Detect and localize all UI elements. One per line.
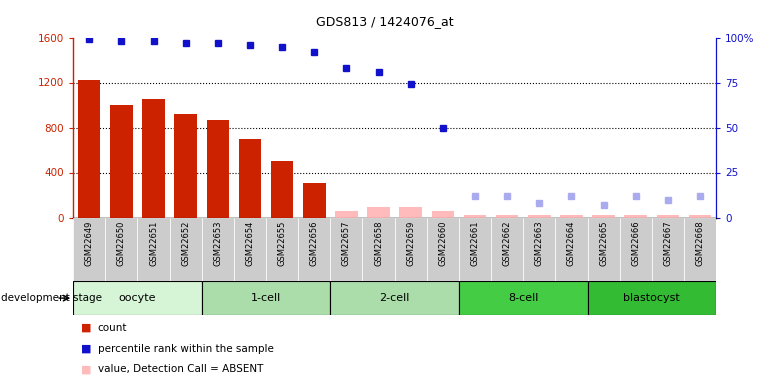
- Text: 2-cell: 2-cell: [380, 293, 410, 303]
- Bar: [330, 217, 363, 281]
- Bar: [110, 105, 132, 218]
- Bar: [202, 281, 330, 315]
- Text: oocyte: oocyte: [119, 293, 156, 303]
- Text: GSM22655: GSM22655: [278, 220, 286, 266]
- Bar: [491, 217, 524, 281]
- Text: 1-cell: 1-cell: [251, 293, 281, 303]
- Text: GSM22658: GSM22658: [374, 220, 383, 266]
- Bar: [73, 281, 202, 315]
- Bar: [524, 217, 555, 281]
- Text: GSM22654: GSM22654: [246, 220, 254, 266]
- Text: ■: ■: [81, 364, 92, 374]
- Bar: [459, 281, 588, 315]
- Text: ■: ■: [81, 323, 92, 333]
- Bar: [394, 217, 427, 281]
- Bar: [271, 161, 293, 218]
- Text: GSM22650: GSM22650: [117, 220, 126, 266]
- Text: development stage: development stage: [1, 293, 102, 303]
- Bar: [624, 215, 647, 217]
- Bar: [202, 217, 234, 281]
- Text: GSM22649: GSM22649: [85, 220, 94, 266]
- Bar: [234, 217, 266, 281]
- Bar: [266, 217, 298, 281]
- Text: GSM22660: GSM22660: [438, 220, 447, 266]
- Bar: [657, 215, 679, 217]
- Text: GSM22651: GSM22651: [149, 220, 158, 266]
- Bar: [588, 217, 620, 281]
- Text: ■: ■: [81, 344, 92, 354]
- Bar: [561, 215, 583, 217]
- Text: blastocyst: blastocyst: [624, 293, 680, 303]
- Bar: [620, 217, 651, 281]
- Bar: [592, 215, 614, 217]
- Text: GSM22653: GSM22653: [213, 220, 223, 266]
- Bar: [367, 207, 390, 218]
- Bar: [427, 217, 459, 281]
- Bar: [651, 217, 684, 281]
- Text: GSM22668: GSM22668: [695, 220, 705, 266]
- Bar: [303, 183, 326, 218]
- Bar: [169, 217, 202, 281]
- Bar: [588, 281, 716, 315]
- Bar: [555, 217, 588, 281]
- Bar: [239, 139, 261, 218]
- Bar: [137, 217, 169, 281]
- Text: value, Detection Call = ABSENT: value, Detection Call = ABSENT: [98, 364, 263, 374]
- Bar: [73, 217, 105, 281]
- Text: GSM22667: GSM22667: [664, 220, 672, 266]
- Text: GSM22656: GSM22656: [310, 220, 319, 266]
- Text: count: count: [98, 323, 127, 333]
- Bar: [400, 207, 422, 218]
- Bar: [689, 215, 711, 217]
- Bar: [78, 80, 100, 218]
- Text: percentile rank within the sample: percentile rank within the sample: [98, 344, 273, 354]
- Text: GSM22664: GSM22664: [567, 220, 576, 266]
- Text: GSM22665: GSM22665: [599, 220, 608, 266]
- Bar: [459, 217, 491, 281]
- Bar: [105, 217, 138, 281]
- Text: GDS813 / 1424076_at: GDS813 / 1424076_at: [316, 15, 454, 28]
- Text: GSM22661: GSM22661: [470, 220, 480, 266]
- Bar: [142, 99, 165, 218]
- Bar: [363, 217, 394, 281]
- Bar: [175, 114, 197, 218]
- Bar: [335, 211, 357, 218]
- Bar: [496, 215, 518, 217]
- Bar: [206, 120, 229, 218]
- Bar: [298, 217, 330, 281]
- Text: GSM22666: GSM22666: [631, 220, 640, 266]
- Bar: [432, 211, 454, 218]
- Bar: [464, 215, 486, 217]
- Text: 8-cell: 8-cell: [508, 293, 538, 303]
- Bar: [330, 281, 459, 315]
- Text: GSM22652: GSM22652: [181, 220, 190, 266]
- Bar: [684, 217, 716, 281]
- Text: GSM22657: GSM22657: [342, 220, 351, 266]
- Text: GSM22659: GSM22659: [407, 220, 415, 266]
- Bar: [528, 215, 551, 217]
- Text: GSM22662: GSM22662: [503, 220, 511, 266]
- Text: GSM22663: GSM22663: [535, 220, 544, 266]
